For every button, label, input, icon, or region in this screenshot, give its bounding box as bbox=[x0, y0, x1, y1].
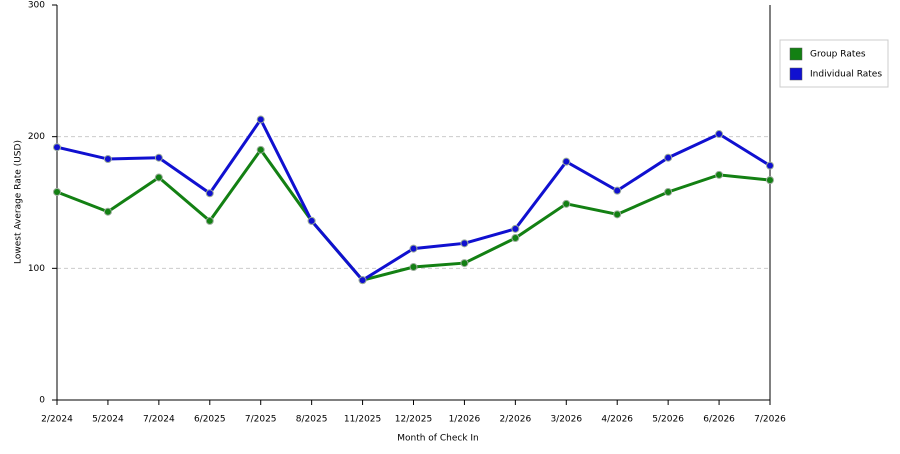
y-tick-label: 300 bbox=[28, 1, 45, 11]
point bbox=[511, 224, 520, 233]
x-tick-label: 6/2026 bbox=[703, 415, 735, 425]
point bbox=[715, 130, 724, 139]
point bbox=[511, 234, 520, 243]
point bbox=[562, 199, 571, 208]
series-line bbox=[56, 116, 771, 283]
x-tick-label: 7/2025 bbox=[245, 415, 277, 425]
y-tick-label: 0 bbox=[39, 396, 45, 406]
point bbox=[766, 161, 774, 170]
point bbox=[409, 263, 418, 272]
legend-label: Individual Rates bbox=[810, 70, 882, 80]
x-tick-label: 5/2024 bbox=[92, 415, 124, 425]
series-line bbox=[56, 147, 771, 282]
point bbox=[154, 153, 163, 162]
y-axis-title: Lowest Average Rate (USD) bbox=[14, 140, 24, 264]
x-tick-label: 5/2026 bbox=[652, 415, 684, 425]
x-tick-label: 2/2026 bbox=[500, 415, 532, 425]
point bbox=[613, 186, 622, 195]
point bbox=[154, 173, 163, 182]
legend-swatch bbox=[789, 67, 803, 81]
point bbox=[358, 276, 367, 285]
point bbox=[205, 216, 214, 225]
y-tick-label: 200 bbox=[28, 132, 45, 142]
point bbox=[256, 145, 265, 154]
point bbox=[613, 210, 622, 219]
legend-swatch bbox=[789, 47, 803, 61]
point bbox=[460, 239, 469, 248]
point bbox=[460, 259, 469, 268]
x-tick-label: 8/2025 bbox=[296, 415, 328, 425]
point bbox=[53, 187, 61, 196]
x-tick-label: 11/2025 bbox=[344, 415, 381, 425]
x-tick-label: 4/2026 bbox=[601, 415, 633, 425]
point bbox=[307, 216, 316, 225]
point bbox=[409, 244, 418, 253]
legend-label: Group Rates bbox=[810, 50, 866, 60]
point bbox=[205, 189, 214, 198]
point bbox=[562, 157, 571, 166]
x-tick-label: 7/2024 bbox=[143, 415, 175, 425]
x-tick-label: 12/2025 bbox=[395, 415, 432, 425]
x-tick-label: 2/2024 bbox=[41, 415, 73, 425]
point bbox=[664, 187, 673, 196]
point bbox=[103, 207, 112, 216]
x-tick-label: 7/2026 bbox=[754, 415, 786, 425]
y-tick-label: 100 bbox=[28, 264, 45, 274]
x-axis-title: Month of Check In bbox=[397, 434, 479, 444]
x-tick-label: 6/2025 bbox=[194, 415, 226, 425]
x-tick-label: 3/2026 bbox=[550, 415, 582, 425]
point bbox=[664, 153, 673, 162]
x-tick-label: 1/2026 bbox=[449, 415, 481, 425]
point bbox=[766, 176, 774, 185]
point bbox=[103, 155, 112, 164]
point bbox=[53, 143, 61, 152]
point bbox=[715, 170, 724, 179]
point bbox=[256, 115, 265, 124]
